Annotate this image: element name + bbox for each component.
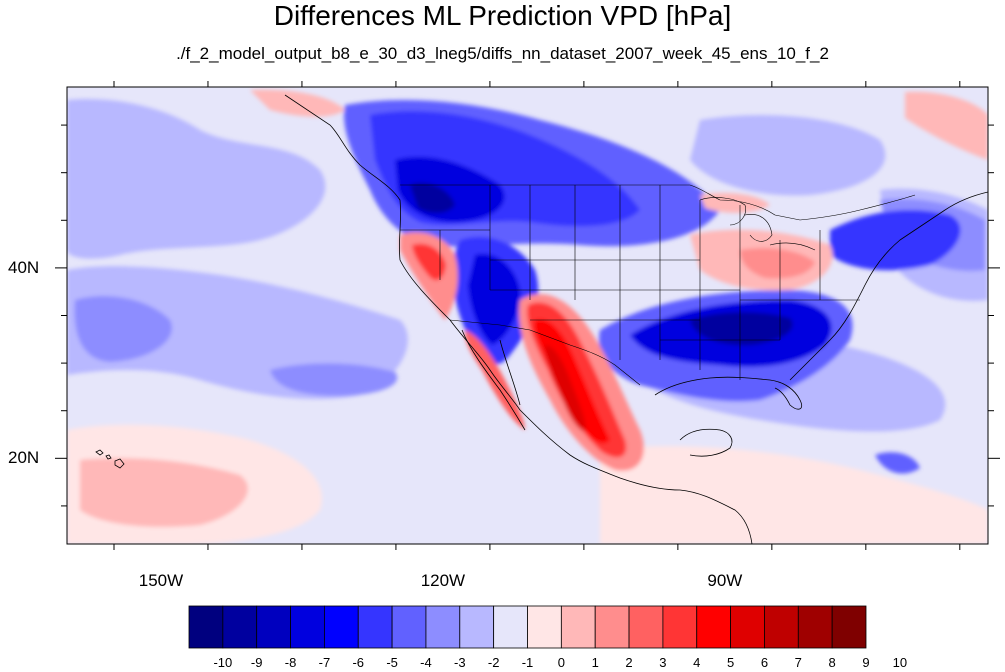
south-anomaly-region bbox=[875, 452, 920, 474]
colorbar-label: -8 bbox=[284, 655, 297, 670]
pacific-anomaly-region bbox=[67, 99, 326, 259]
colorbar-label: -3 bbox=[454, 655, 466, 670]
colorbar-swatch bbox=[696, 605, 731, 649]
colorbar-swatch bbox=[425, 605, 461, 649]
axis-ticks bbox=[55, 81, 1000, 550]
colorbar-label: -7 bbox=[318, 655, 331, 670]
colorbar-swatch bbox=[256, 605, 291, 649]
us-mexico-border bbox=[449, 319, 641, 386]
colorbar-label: -9 bbox=[250, 655, 263, 670]
colorbar-swatch bbox=[391, 605, 427, 649]
hawaii-outline bbox=[95, 449, 125, 469]
great-lakes-outline bbox=[699, 197, 816, 251]
pacific-warm-region bbox=[600, 446, 988, 544]
colorbar-swatch bbox=[357, 605, 393, 649]
colorbar-label: 10 bbox=[892, 655, 908, 670]
map-subtitle: ./f_2_model_output_b8_e_30_d3_lneg5/diff… bbox=[176, 44, 829, 63]
latitude-label: 40N bbox=[8, 257, 40, 277]
pacific-coastline bbox=[284, 94, 753, 544]
latitude-label: 20N bbox=[8, 448, 40, 468]
colorbar-swatch bbox=[730, 605, 765, 649]
yucatan-coastline bbox=[679, 428, 733, 457]
colorbar-swatch bbox=[493, 605, 528, 649]
baja-coastline bbox=[461, 329, 526, 431]
pacific-warm-region bbox=[740, 248, 815, 279]
map-title: Differences ML Prediction VPD [hPa] bbox=[273, 0, 732, 31]
colorbar bbox=[188, 605, 867, 649]
colorbar-label: -4 bbox=[420, 655, 432, 670]
california-warm-region bbox=[412, 243, 446, 281]
colorbar-swatch bbox=[222, 605, 258, 649]
political-borders bbox=[400, 184, 916, 386]
mexico-warm-region bbox=[545, 345, 586, 432]
colorbar-label: 9 bbox=[862, 655, 870, 670]
colorbar-swatch bbox=[628, 605, 664, 649]
california-warm-region bbox=[400, 232, 458, 320]
colorbar-label: -6 bbox=[352, 655, 365, 670]
pacific-warm-region bbox=[905, 91, 988, 160]
colorbar-swatch bbox=[594, 605, 630, 649]
colorbar-swatch bbox=[323, 605, 359, 649]
pacific-anomaly-region bbox=[690, 115, 886, 196]
state-borders bbox=[400, 185, 860, 380]
pacific-warm-region bbox=[80, 458, 248, 527]
colorbar-swatch bbox=[459, 605, 495, 649]
colorbar-label: 6 bbox=[760, 655, 769, 670]
northwest-anomaly-region bbox=[410, 182, 455, 213]
longitude-label: 90W bbox=[707, 571, 743, 590]
pacific-anomaly-region bbox=[270, 363, 398, 396]
atlantic-coastline bbox=[789, 191, 988, 381]
colorbar-swatch bbox=[764, 605, 799, 649]
colorbar-swatch bbox=[831, 605, 867, 649]
colorbar-label: 4 bbox=[693, 655, 701, 670]
colorbar-swatch bbox=[188, 605, 224, 649]
colorbar-swatch bbox=[290, 605, 325, 649]
colorbar-label: 7 bbox=[794, 655, 802, 670]
northeast-anomaly-region bbox=[830, 210, 961, 271]
colorbar-label: -5 bbox=[386, 655, 398, 670]
canada-us-border bbox=[400, 184, 916, 221]
colorbar-label: -10 bbox=[213, 655, 233, 670]
colorbar-swatch bbox=[797, 605, 833, 649]
colorbar-label: -1 bbox=[521, 655, 534, 670]
colorbar-label: 1 bbox=[591, 655, 599, 670]
longitude-label: 150W bbox=[138, 571, 184, 590]
pacific-warm-region bbox=[700, 193, 770, 213]
colorbar-swatch bbox=[560, 605, 596, 649]
colorbar-swatch bbox=[527, 605, 562, 649]
great-basin-anomaly-region bbox=[468, 254, 521, 345]
gulf-coastline bbox=[654, 376, 803, 410]
southeast-anomaly-region bbox=[690, 312, 793, 346]
colorbar-label: 5 bbox=[726, 655, 735, 670]
longitude-label: 120W bbox=[420, 571, 466, 590]
colorbar-label: 2 bbox=[625, 655, 633, 670]
colorbar-label: -2 bbox=[487, 655, 500, 670]
coastlines bbox=[95, 94, 988, 544]
colorbar-label: 3 bbox=[659, 655, 667, 670]
pacific-anomaly-region bbox=[74, 296, 172, 362]
colorbar-swatch bbox=[662, 605, 698, 649]
colorbar-label: 8 bbox=[828, 655, 836, 670]
colorbar-label: 0 bbox=[557, 655, 565, 670]
difference-field bbox=[67, 89, 988, 544]
